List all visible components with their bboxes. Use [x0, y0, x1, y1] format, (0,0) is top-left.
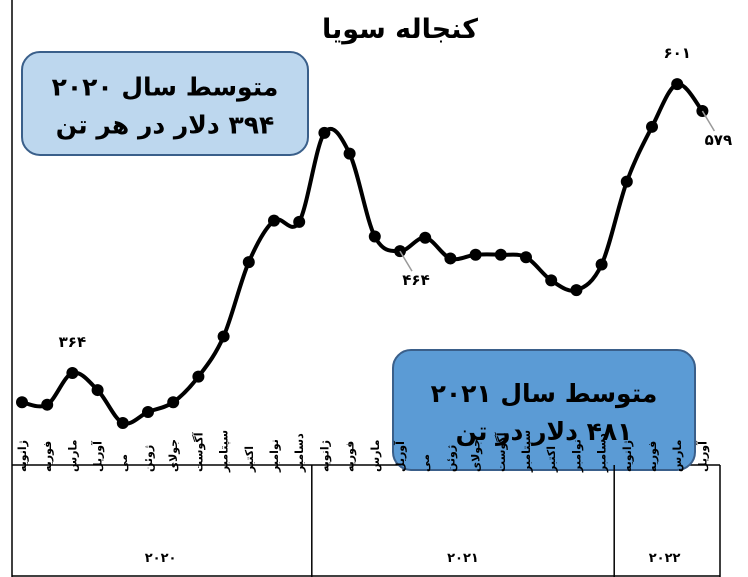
- x-tick-label: مارس: [671, 440, 684, 472]
- x-tick-label: ژوئن: [444, 445, 457, 472]
- point: [66, 367, 79, 379]
- x-tick-label: آگوست: [494, 432, 508, 472]
- x-tick-label: جولای: [167, 439, 180, 472]
- x-tick-label: فوریه: [646, 441, 659, 472]
- x-tick-label: ژانویه: [16, 440, 29, 472]
- point: [545, 274, 558, 287]
- x-tick-label: اکتبر: [545, 446, 558, 473]
- point: [91, 384, 104, 397]
- leader-line: [701, 110, 716, 132]
- point: [570, 284, 583, 297]
- x-tick-label: آوریل: [695, 441, 709, 472]
- x-tick-label: نوامبر: [570, 439, 583, 473]
- x-tick-label: ژانویه: [318, 440, 331, 472]
- point: [41, 398, 54, 411]
- x-tick-label: آوریل: [393, 441, 407, 472]
- point: [142, 406, 154, 418]
- x-tick-label: آگوست: [191, 432, 205, 472]
- data-label: ۵۷۹: [705, 131, 732, 149]
- point: [268, 214, 280, 227]
- group-label: ۲۰۲۲: [649, 551, 681, 566]
- x-tick-label: ژوئن: [142, 445, 155, 472]
- annotation-text: ۴۸۱ دلار در تن: [456, 417, 633, 447]
- point: [242, 256, 255, 269]
- point: [469, 248, 482, 261]
- point: [419, 231, 432, 244]
- annotation-text: متوسط سال ۲۰۲۰: [52, 73, 279, 103]
- point: [494, 248, 507, 261]
- point: [318, 126, 331, 139]
- group-label: ۲۰۲۱: [447, 551, 479, 566]
- point: [520, 251, 532, 264]
- point: [595, 258, 608, 271]
- x-tick-label: سپتامبر: [218, 430, 231, 473]
- annotation-box: [21, 51, 309, 156]
- leader-line: [399, 250, 413, 272]
- x-tick-label: جولای: [470, 439, 483, 472]
- point: [116, 416, 129, 429]
- annotation-text: ۳۹۴ دلار در هر تن: [56, 111, 274, 141]
- x-tick-label: مارس: [66, 440, 79, 472]
- point: [167, 396, 180, 409]
- point: [343, 147, 356, 160]
- x-tick-label: آوریل: [91, 441, 105, 472]
- group-label: ۲۰۲۰: [145, 551, 177, 566]
- annotation-text: متوسط سال ۲۰۲۱: [431, 379, 658, 409]
- data-label: ۳۶۴: [59, 333, 86, 351]
- point: [293, 215, 306, 228]
- point: [620, 175, 633, 188]
- point: [368, 230, 381, 243]
- x-tick-label: اکتبر: [243, 446, 256, 473]
- x-tick-label: ژانویه: [621, 440, 634, 472]
- x-tick-label: سپتامبر: [520, 430, 533, 473]
- chart-title: کنجاله سویا: [322, 14, 478, 45]
- point: [671, 78, 684, 91]
- x-tick-label: فوریه: [344, 441, 357, 472]
- point: [217, 330, 230, 343]
- x-tick-label: دسامبر: [293, 433, 306, 473]
- x-tick-label: نوامبر: [268, 439, 281, 473]
- annotation-box: [392, 349, 696, 471]
- point: [646, 120, 658, 133]
- x-tick-label: می: [419, 454, 432, 472]
- data-label: ۴۶۴: [402, 271, 429, 289]
- data-label: ۶۰۱: [663, 44, 690, 62]
- point: [16, 396, 28, 409]
- x-tick-label: دسامبر: [596, 433, 609, 473]
- point: [192, 370, 205, 383]
- series-line: [21, 82, 704, 426]
- x-tick-label: می: [117, 454, 130, 472]
- x-tick-label: فوریه: [41, 441, 54, 472]
- x-tick-label: مارس: [369, 440, 382, 472]
- point: [444, 252, 457, 265]
